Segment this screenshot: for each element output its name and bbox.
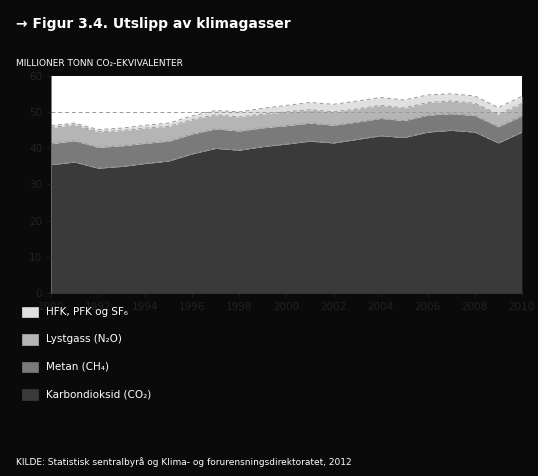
Text: KILDE: Statistisk sentralbyrå og Klima- og forurensningsdirektoratet, 2012: KILDE: Statistisk sentralbyrå og Klima- … (16, 457, 352, 467)
Text: Lystgass (N₂O): Lystgass (N₂O) (46, 334, 122, 345)
Text: HFK, PFK og SF₆: HFK, PFK og SF₆ (46, 307, 128, 317)
Text: Metan (CH₄): Metan (CH₄) (46, 362, 109, 372)
Text: → Figur 3.4. Utslipp av klimagasser: → Figur 3.4. Utslipp av klimagasser (16, 17, 291, 30)
Text: MILLIONER TONN CO₂-EKVIVALENTER: MILLIONER TONN CO₂-EKVIVALENTER (16, 60, 183, 69)
Text: Karbondioksid (CO₂): Karbondioksid (CO₂) (46, 389, 151, 400)
